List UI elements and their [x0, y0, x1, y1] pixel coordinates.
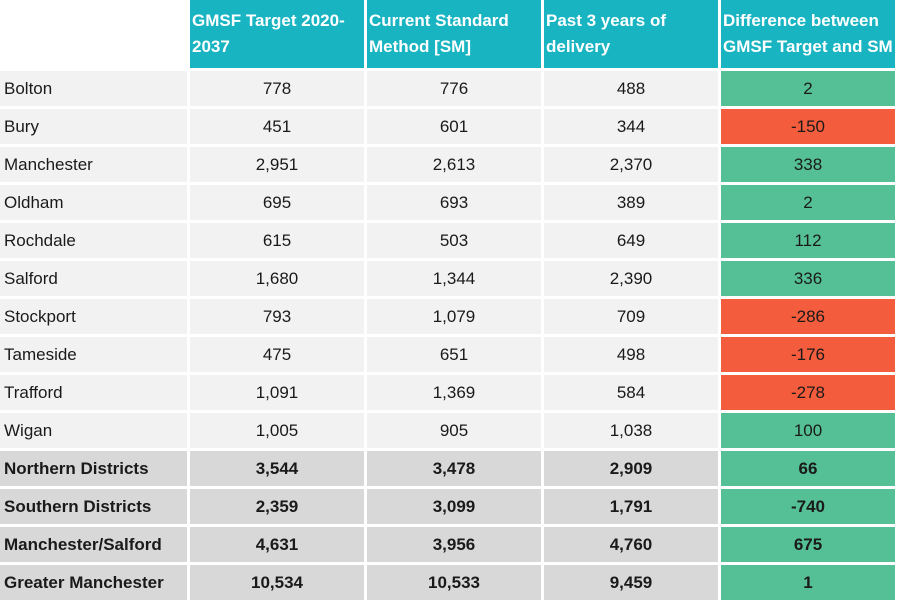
district-name-cell: Rochdale: [0, 223, 187, 258]
table-row: Tameside 475 651 498 -176: [0, 337, 895, 372]
table-row: Salford 1,680 1,344 2,390 336: [0, 261, 895, 296]
gmsf-target-cell: 10,534: [190, 565, 364, 600]
total-row: Southern Districts 2,359 3,099 1,791 -740: [0, 489, 895, 524]
table-row: Manchester 2,951 2,613 2,370 338: [0, 147, 895, 182]
gmsf-target-cell: 1,005: [190, 413, 364, 448]
header-current-standard-method: Current Standard Method [SM]: [367, 0, 541, 68]
table-row: Wigan 1,005 905 1,038 100: [0, 413, 895, 448]
standard-method-cell: 1,344: [367, 261, 541, 296]
past-delivery-cell: 1,038: [544, 413, 718, 448]
past-delivery-cell: 2,370: [544, 147, 718, 182]
past-delivery-cell: 709: [544, 299, 718, 334]
gmsf-target-cell: 615: [190, 223, 364, 258]
past-delivery-cell: 488: [544, 71, 718, 106]
total-row: Greater Manchester 10,534 10,533 9,459 1: [0, 565, 895, 600]
past-delivery-cell: 1,791: [544, 489, 718, 524]
difference-cell: 1: [721, 565, 895, 600]
standard-method-cell: 905: [367, 413, 541, 448]
gmsf-target-cell: 475: [190, 337, 364, 372]
standard-method-cell: 651: [367, 337, 541, 372]
standard-method-cell: 2,613: [367, 147, 541, 182]
past-delivery-cell: 344: [544, 109, 718, 144]
gmsf-target-cell: 2,359: [190, 489, 364, 524]
difference-cell: 338: [721, 147, 895, 182]
gmsf-target-cell: 451: [190, 109, 364, 144]
gmsf-target-cell: 793: [190, 299, 364, 334]
header-gmsf-target: GMSF Target 2020-2037: [190, 0, 364, 68]
district-name-cell: Manchester/Salford: [0, 527, 187, 562]
past-delivery-cell: 584: [544, 375, 718, 410]
standard-method-cell: 3,099: [367, 489, 541, 524]
table-body: Bolton 778 776 488 2 Bury 451 601 344 -150 Manches…: [0, 71, 895, 600]
past-delivery-cell: 649: [544, 223, 718, 258]
difference-cell: 2: [721, 185, 895, 220]
gmsf-target-cell: 778: [190, 71, 364, 106]
difference-cell: 675: [721, 527, 895, 562]
gmsf-target-cell: 1,091: [190, 375, 364, 410]
district-name-cell: Tameside: [0, 337, 187, 372]
standard-method-cell: 3,478: [367, 451, 541, 486]
gmsf-target-cell: 4,631: [190, 527, 364, 562]
difference-cell: -278: [721, 375, 895, 410]
difference-cell: 2: [721, 71, 895, 106]
standard-method-cell: 601: [367, 109, 541, 144]
gmsf-target-cell: 695: [190, 185, 364, 220]
table-row: Oldham 695 693 389 2: [0, 185, 895, 220]
gmsf-target-cell: 2,951: [190, 147, 364, 182]
past-delivery-cell: 4,760: [544, 527, 718, 562]
header-past-3-years-delivery: Past 3 years of delivery: [544, 0, 718, 68]
standard-method-cell: 776: [367, 71, 541, 106]
table-row: Bolton 778 776 488 2: [0, 71, 895, 106]
difference-cell: -740: [721, 489, 895, 524]
table-row: Rochdale 615 503 649 112: [0, 223, 895, 258]
district-name-cell: Northern Districts: [0, 451, 187, 486]
past-delivery-cell: 389: [544, 185, 718, 220]
total-row: Manchester/Salford 4,631 3,956 4,760 675: [0, 527, 895, 562]
table-row: Trafford 1,091 1,369 584 -278: [0, 375, 895, 410]
standard-method-cell: 10,533: [367, 565, 541, 600]
difference-cell: 336: [721, 261, 895, 296]
district-name-cell: Oldham: [0, 185, 187, 220]
district-name-cell: Southern Districts: [0, 489, 187, 524]
difference-cell: -286: [721, 299, 895, 334]
past-delivery-cell: 2,390: [544, 261, 718, 296]
standard-method-cell: 693: [367, 185, 541, 220]
difference-cell: -176: [721, 337, 895, 372]
district-name-cell: Stockport: [0, 299, 187, 334]
district-name-cell: Trafford: [0, 375, 187, 410]
district-name-cell: Wigan: [0, 413, 187, 448]
standard-method-cell: 3,956: [367, 527, 541, 562]
district-name-cell: Bury: [0, 109, 187, 144]
standard-method-cell: 1,079: [367, 299, 541, 334]
difference-cell: 112: [721, 223, 895, 258]
difference-cell: 66: [721, 451, 895, 486]
table-row: Stockport 793 1,079 709 -286: [0, 299, 895, 334]
district-name-cell: Bolton: [0, 71, 187, 106]
district-name-cell: Greater Manchester: [0, 565, 187, 600]
difference-cell: -150: [721, 109, 895, 144]
past-delivery-cell: 498: [544, 337, 718, 372]
gmsf-target-cell: 3,544: [190, 451, 364, 486]
gmsf-target-cell: 1,680: [190, 261, 364, 296]
total-row: Northern Districts 3,544 3,478 2,909 66: [0, 451, 895, 486]
header-row: GMSF Target 2020-2037 Current Standard M…: [0, 0, 895, 68]
past-delivery-cell: 2,909: [544, 451, 718, 486]
district-name-cell: Manchester: [0, 147, 187, 182]
district-name-cell: Salford: [0, 261, 187, 296]
standard-method-cell: 503: [367, 223, 541, 258]
difference-cell: 100: [721, 413, 895, 448]
past-delivery-cell: 9,459: [544, 565, 718, 600]
table-row: Bury 451 601 344 -150: [0, 109, 895, 144]
standard-method-cell: 1,369: [367, 375, 541, 410]
header-difference: Difference between GMSF Target and SM: [721, 0, 895, 68]
header-blank-cell: [0, 0, 187, 68]
